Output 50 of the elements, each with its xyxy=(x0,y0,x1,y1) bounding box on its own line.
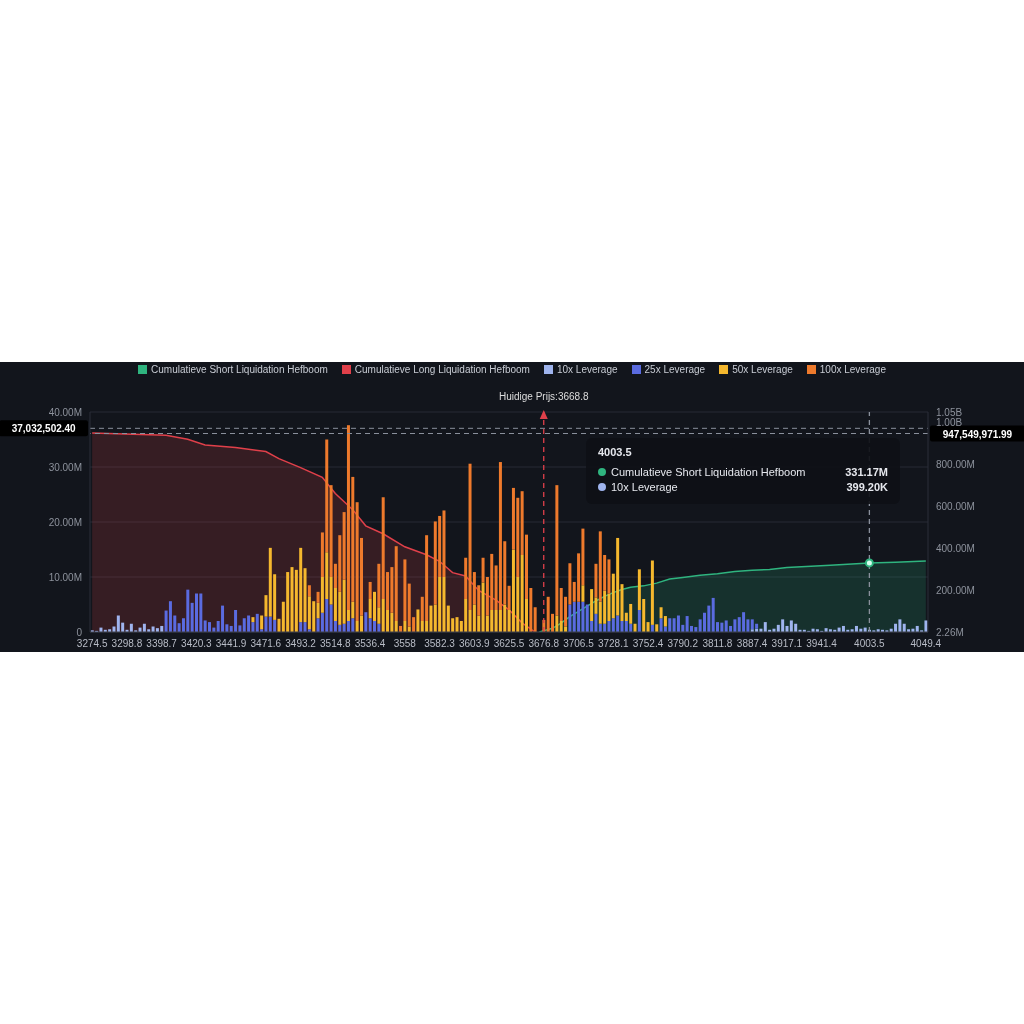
x-tick-label: 3941.4 xyxy=(806,638,838,650)
legend-label: Cumulatieve Long Liquidation Hefboom xyxy=(353,364,530,375)
x-tick-label: 3274.5 xyxy=(76,638,108,650)
x-tick-label: 3493.2 xyxy=(285,638,317,650)
legend-label: 50x Leverage xyxy=(731,364,793,375)
annotation: 331.17M xyxy=(845,466,888,478)
x-tick-label: 3603.9 xyxy=(458,638,490,650)
x-tick-label: 3298.8 xyxy=(111,638,143,650)
annotation: 399.20K xyxy=(846,481,888,493)
y2-tick-label: 200.00M xyxy=(936,585,975,597)
y2-tick-label: 800.00M xyxy=(936,459,975,471)
x-tick-label: 3441.9 xyxy=(215,638,247,650)
x-tick-label: 3728.1 xyxy=(597,638,629,650)
x-tick-label: 3917.1 xyxy=(771,638,803,650)
y2-tick-label: 600.00M xyxy=(936,501,975,513)
text: 4003.5 xyxy=(598,446,632,458)
x-tick-label: 4003.5 xyxy=(854,638,886,650)
x-tick-label: 3887.4 xyxy=(736,638,768,650)
legend-label: 100x Leverage xyxy=(818,364,886,375)
x-tick-label: 3558 xyxy=(393,638,417,650)
x-tick-label: 3420.3 xyxy=(181,638,213,650)
legend-label: 25x Leverage xyxy=(643,364,706,375)
annotation: 10x Leverage xyxy=(611,481,679,493)
x-tick-label: 4049.4 xyxy=(910,638,942,650)
y2-tick-label: 1.05B xyxy=(936,406,963,418)
y-tick-label: 40.00M xyxy=(48,406,82,418)
x-tick-label: 3582.3 xyxy=(424,638,456,650)
y2-tick-label: 400.00M xyxy=(936,543,975,555)
x-tick-label: 3514.8 xyxy=(320,638,352,650)
y-tick-label: 10.00M xyxy=(48,571,82,583)
x-tick-label: 3811.8 xyxy=(702,638,733,650)
x-tick-label: 3625.5 xyxy=(493,638,525,650)
x-tick-label: 3471.6 xyxy=(250,638,282,650)
legend-label: Cumulatieve Short Liquidation Hefboom xyxy=(150,364,328,375)
y2-tick-label: 1.00B xyxy=(936,417,963,429)
x-tick-label: 3676.8 xyxy=(528,638,560,650)
annotation: Cumulatieve Short Liquidation Hefboom xyxy=(611,466,807,478)
x-tick-label: 3790.2 xyxy=(667,638,699,650)
ref-line-label: 37,032,502.40 xyxy=(11,423,77,435)
y2-tick-label: 2.26M xyxy=(936,626,964,638)
y-tick-label: 20.00M xyxy=(48,516,82,528)
ref-line-label: 947,549,971.99 xyxy=(942,428,1013,440)
y-tick-label: 0 xyxy=(76,626,83,638)
ref-line-label: Huidige Prijs:3668.8 xyxy=(498,391,589,402)
x-tick-label: 3752.4 xyxy=(632,638,664,650)
legend-label: 10x Leverage xyxy=(555,364,618,375)
x-tick-label: 3706.5 xyxy=(563,638,595,650)
x-tick-label: 3398.7 xyxy=(146,638,178,650)
x-tick-label: 3536.4 xyxy=(354,638,386,650)
y-tick-label: 30.00M xyxy=(48,461,82,473)
